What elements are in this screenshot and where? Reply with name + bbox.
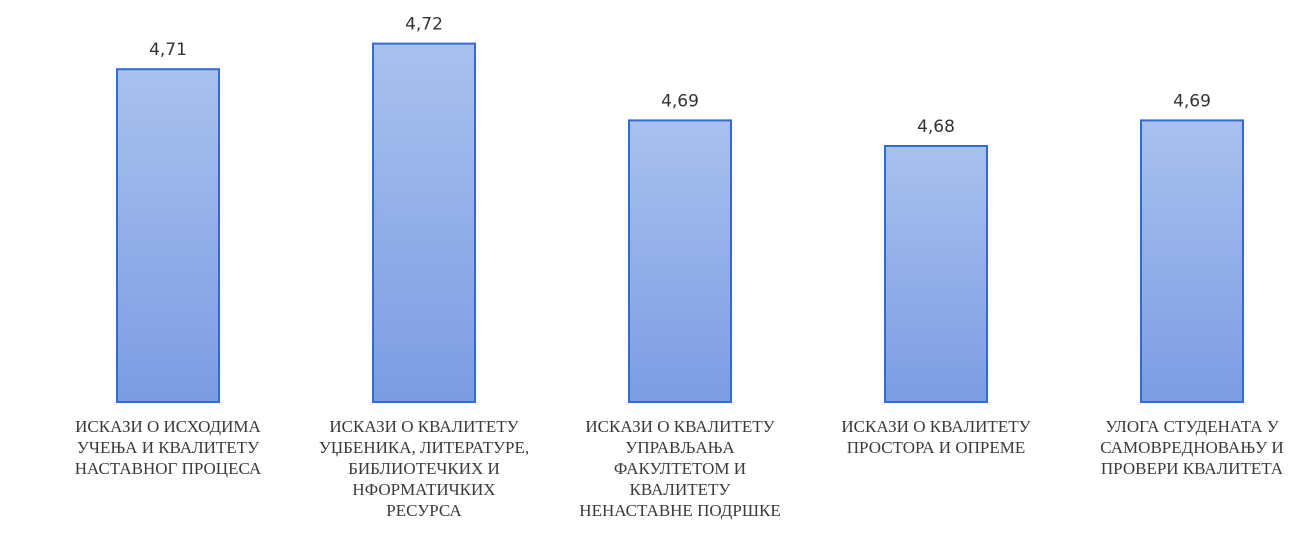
category-label-3: ИСКАЗИ О КВАЛИТЕТУ УПРАВЉАЊА ФАКУЛТЕТОМ И К… [579,417,780,520]
category-label-line: УПРАВЉАЊА [625,438,735,457]
data-label-5: 4,69 [1173,91,1211,111]
category-label-line: НАСТАВНОГ ПРОЦЕСА [75,459,262,478]
bar-1 [116,68,220,403]
category-label-line: НЕНАСТАВНЕ ПОДРШКЕ [579,501,780,520]
category-label-line: РЕСУРСА [386,501,462,520]
category-label-line: ИСКАЗИ О КВАЛИТЕТУ [841,417,1031,436]
data-label-2: 4,72 [405,15,443,35]
bar-4 [884,145,988,403]
category-label-line: НФОРМАТИЧКИХ [352,480,495,499]
category-label-line: САМОВРЕДНОВАЊУ И [1100,438,1283,457]
category-label-line: ИСКАЗИ О КВАЛИТЕТУ [585,417,775,436]
category-label-1: ИСКАЗИ О ИСХОДИМА УЧЕЊА И КВАЛИТЕТУ НАСТАВ… [75,417,262,478]
category-label-line: ИСКАЗИ О ИСХОДИМА [75,417,261,436]
category-label-line: ФАКУЛТЕТОМ И [614,459,746,478]
category-label-line: УЧЕЊА И КВАЛИТЕТУ [77,438,260,457]
category-label-2: ИСКАЗИ О КВАЛИТЕТУ УЏБЕНИКА, ЛИТЕРАТУРЕ, Б… [319,417,529,520]
category-label-5: УЛОГА СТУДЕНАТА У САМОВРЕДНОВАЊУ И ПРОВЕРИ… [1100,417,1284,478]
category-label-line: ПРОСТОРА И ОПРЕМЕ [847,438,1025,457]
bar-2 [372,42,476,403]
bar-3 [628,119,732,404]
data-label-1: 4,71 [149,40,187,60]
bar-5 [1140,119,1244,404]
category-label-line: КВАЛИТЕТУ [630,480,732,499]
category-label-line: ИСКАЗИ О КВАЛИТЕТУ [329,417,519,436]
data-label-4: 4,68 [917,117,955,137]
category-label-line: УЏБЕНИКА, ЛИТЕРАТУРЕ, [319,438,529,457]
data-label-3: 4,69 [661,91,699,111]
category-label-4: ИСКАЗИ О КВАЛИТЕТУ ПРОСТОРА И ОПРЕМЕ [841,417,1031,457]
category-label-line: БИБЛИОТЕЧКИХ И [348,459,500,478]
category-label-line: УЛОГА СТУДЕНАТА У [1105,417,1280,436]
category-label-line: ПРОВЕРИ КВАЛИТЕТА [1101,459,1284,478]
